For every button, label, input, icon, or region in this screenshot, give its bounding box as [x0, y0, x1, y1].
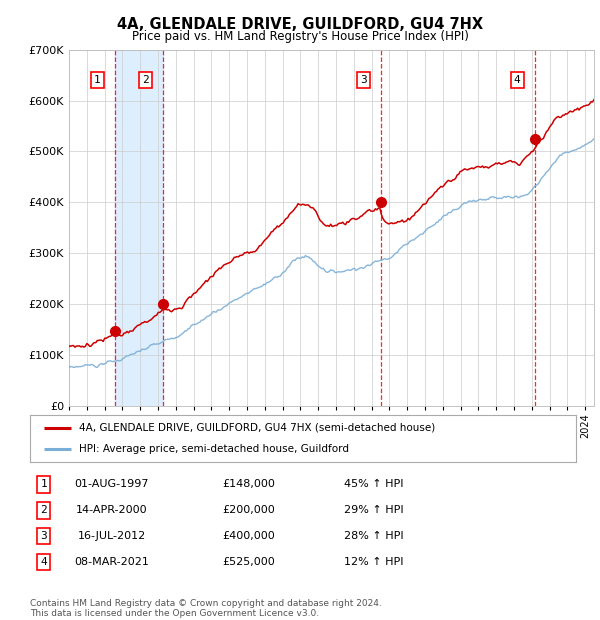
Text: £200,000: £200,000: [222, 505, 275, 515]
Text: 28% ↑ HPI: 28% ↑ HPI: [344, 531, 404, 541]
Text: 12% ↑ HPI: 12% ↑ HPI: [344, 557, 404, 567]
Text: 08-MAR-2021: 08-MAR-2021: [74, 557, 149, 567]
Text: 45% ↑ HPI: 45% ↑ HPI: [344, 479, 404, 489]
Text: Contains HM Land Registry data © Crown copyright and database right 2024.
This d: Contains HM Land Registry data © Crown c…: [30, 599, 382, 618]
Text: 14-APR-2000: 14-APR-2000: [76, 505, 148, 515]
Bar: [115, 50, 163, 406]
Text: 1: 1: [40, 479, 47, 489]
Text: £400,000: £400,000: [222, 531, 275, 541]
Text: 3: 3: [40, 531, 47, 541]
Text: HPI: Average price, semi-detached house, Guildford: HPI: Average price, semi-detached house,…: [79, 445, 349, 454]
Text: 16-JUL-2012: 16-JUL-2012: [78, 531, 146, 541]
Text: £148,000: £148,000: [222, 479, 275, 489]
Text: Price paid vs. HM Land Registry's House Price Index (HPI): Price paid vs. HM Land Registry's House …: [131, 30, 469, 43]
Text: 29% ↑ HPI: 29% ↑ HPI: [344, 505, 404, 515]
Text: 4A, GLENDALE DRIVE, GUILDFORD, GU4 7HX: 4A, GLENDALE DRIVE, GUILDFORD, GU4 7HX: [117, 17, 483, 32]
Text: 4A, GLENDALE DRIVE, GUILDFORD, GU4 7HX (semi-detached house): 4A, GLENDALE DRIVE, GUILDFORD, GU4 7HX (…: [79, 423, 436, 433]
Text: 3: 3: [360, 75, 367, 85]
Text: 01-AUG-1997: 01-AUG-1997: [74, 479, 149, 489]
Text: 4: 4: [40, 557, 47, 567]
Text: 4: 4: [514, 75, 520, 85]
Text: 1: 1: [94, 75, 100, 85]
Text: £525,000: £525,000: [222, 557, 275, 567]
Text: 2: 2: [40, 505, 47, 515]
Text: 2: 2: [142, 75, 149, 85]
